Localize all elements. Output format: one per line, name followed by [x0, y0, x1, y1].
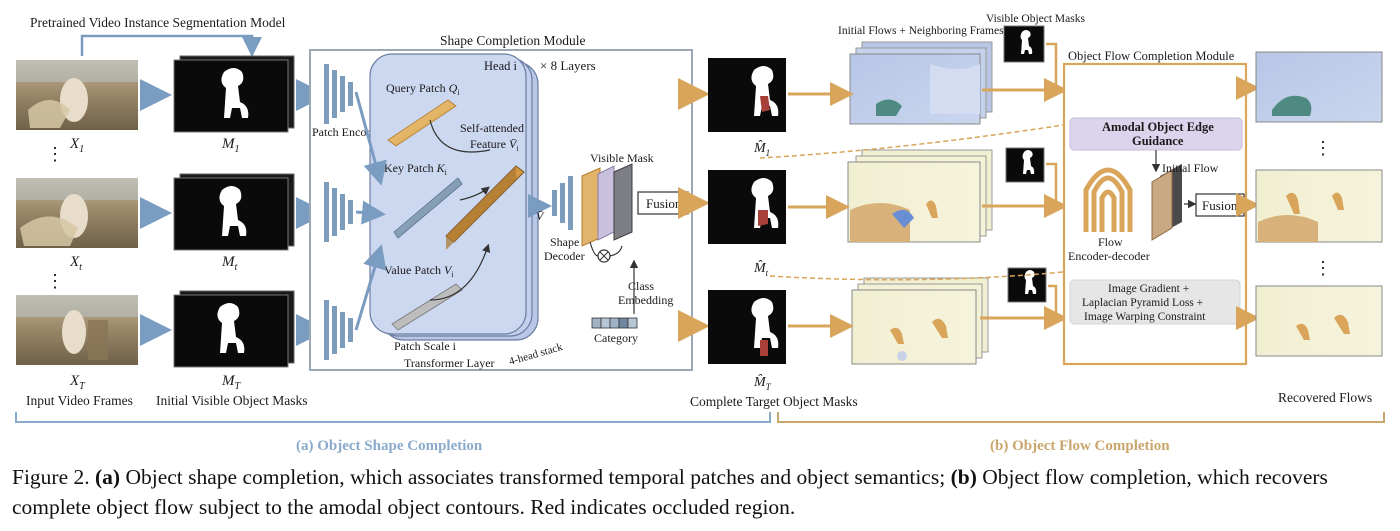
frame-label-t: Xt [69, 254, 82, 273]
visible-mask-label: Visible Mask [590, 151, 654, 165]
query-patch-label: Query Patch Qi [386, 81, 460, 97]
caption-a-label: (a) [95, 465, 121, 489]
fusion-label-2: Fusion [1202, 198, 1238, 213]
complete-mask-label-1: M̂1 [753, 140, 770, 158]
complete-mask-T [708, 290, 786, 364]
decoder-feature-slab [581, 167, 601, 247]
category-embedding-vector [591, 317, 638, 329]
mask-label-t: Mt [221, 254, 238, 273]
value-patch-bar [391, 283, 463, 331]
pretrained-model-bracket [80, 34, 254, 56]
ofcm-title: Object Flow Completion Module [1068, 49, 1235, 63]
mask-label-1: M1 [221, 136, 240, 155]
section-b-label: (b) Object Flow Completion [990, 438, 1170, 454]
category-label: Category [594, 331, 638, 345]
visible-mask-slab [613, 163, 633, 241]
flow-label-2: Encoder-decoder [1068, 249, 1150, 263]
vbar-label: V̄ [536, 209, 545, 223]
frame-label-T: XT [69, 373, 86, 392]
recovered-flow-1 [1255, 51, 1383, 123]
section-b-brace [777, 412, 1385, 423]
vdots-left-2: ⋮ [46, 271, 64, 291]
input-frames-label: Input Video Frames [26, 393, 133, 408]
section-a-brace [15, 412, 771, 423]
flow-encoder-decoder [1083, 167, 1133, 232]
visible-object-masks-label: Visible Object Masks [986, 13, 1085, 25]
complete-mask-label-t: M̂t [753, 260, 769, 278]
transformer-layer-label: Transformer Layer [404, 356, 495, 370]
complete-target-label: Complete Target Object Masks [690, 394, 858, 409]
head-label: Head i [484, 59, 517, 73]
mask-label-T: MT [221, 373, 242, 392]
visible-object-mask-t [1005, 147, 1045, 183]
patch-scale-label: Patch Scale i [394, 339, 457, 353]
patch-encoder-t [324, 182, 353, 242]
key-patch-label: Key Patch Ki [384, 161, 448, 177]
fusion-label: Fusion [646, 196, 682, 211]
vdots-right-1: ⋮ [1314, 138, 1332, 158]
loss-label-1: Image Gradient + [1108, 283, 1189, 295]
query-patch-bar [387, 99, 457, 147]
self-attended-label-1: Self-attended [460, 121, 524, 135]
shape-decoder [552, 176, 573, 230]
recovered-flow-t [1255, 169, 1383, 243]
flow-label-1: Flow [1098, 235, 1123, 249]
initial-flows-label: Initial Flows + Neighboring Frames [838, 25, 1004, 37]
key-patch-bar [393, 177, 463, 239]
caption-b-text: Object flow completion, which recovers c… [12, 465, 1328, 519]
initial-flow-T [851, 277, 989, 365]
caption-a-text: Object shape completion, which associate… [120, 465, 951, 489]
initial-flow-label: Initial Flow [1162, 161, 1219, 175]
complete-mask-label-T: M̂T [753, 374, 772, 392]
recovered-flow-T [1255, 285, 1383, 357]
frame-label-1: X1 [69, 136, 84, 155]
initial-mask-T [173, 290, 295, 368]
vdots-right-2: ⋮ [1314, 258, 1332, 278]
loss-label-2: Laplacian Pyramid Loss + [1082, 297, 1203, 309]
initial-flow-t [847, 149, 993, 243]
initial-flow-slab-front [1151, 169, 1173, 241]
shape-decoder-label-2: Decoder [544, 249, 585, 263]
visible-object-mask-T [1007, 267, 1047, 303]
patch-encoder-label: Patch Encoder [312, 125, 382, 139]
self-attended-label-2: Feature V̄i [470, 137, 519, 153]
initial-mask-t [173, 173, 295, 251]
layers-label: × 8 Layers [540, 58, 596, 73]
caption-prefix: Figure 2. [12, 465, 96, 489]
top-title: Pretrained Video Instance Segmentation M… [30, 15, 286, 30]
input-frame-T [16, 295, 138, 365]
amodal-label-2: Guidance [1132, 134, 1184, 148]
fused-feature-slab [597, 165, 615, 241]
initial-masks-label: Initial Visible Object Masks [156, 393, 308, 408]
vdots-left-1: ⋮ [46, 144, 64, 164]
patch-encoder-1 [324, 64, 353, 124]
loss-label-3: Image Warping Constraint [1084, 311, 1206, 323]
complete-mask-t [708, 170, 786, 244]
section-a-label: (a) Object Shape Completion [296, 438, 483, 454]
complete-mask-1 [708, 58, 786, 132]
caption-b-label: (b) [950, 465, 977, 489]
shape-decoder-label-1: Shape [550, 235, 579, 249]
patch-encoder-T [324, 300, 353, 360]
class-embedding-label-2: Embedding [618, 293, 673, 307]
class-embedding-label-1: Class [628, 279, 654, 293]
visible-object-mask-1 [1003, 25, 1045, 63]
initial-mask-1 [173, 55, 295, 133]
scm-title: Shape Completion Module [440, 33, 586, 48]
loss-box [1069, 279, 1241, 325]
figure-caption: Figure 2. (a) Object shape completion, w… [12, 462, 1392, 522]
amodal-label-1: Amodal Object Edge [1102, 120, 1214, 134]
initial-flow-1 [849, 41, 993, 125]
input-frame-t [16, 178, 138, 248]
recovered-flows-label: Recovered Flows [1278, 390, 1372, 405]
input-frame-1 [16, 60, 138, 130]
value-patch-label: Value Patch Vi [384, 263, 454, 279]
